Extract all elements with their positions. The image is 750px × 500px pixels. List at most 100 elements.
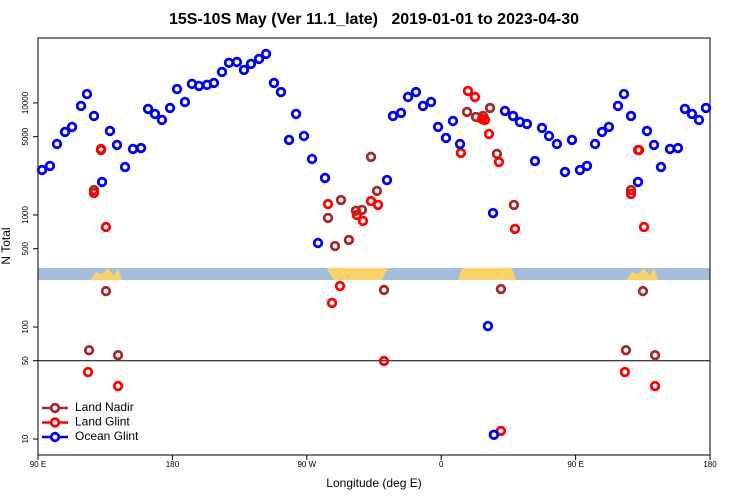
y-tick-label: 10000 [21, 91, 30, 114]
point [566, 134, 578, 146]
point [334, 280, 346, 292]
point [637, 285, 649, 297]
point [66, 121, 78, 133]
point [223, 57, 235, 69]
point [335, 194, 347, 206]
point [135, 142, 147, 154]
point [625, 184, 637, 196]
point [357, 215, 369, 227]
point [672, 142, 684, 154]
point [507, 110, 519, 122]
point [432, 121, 444, 133]
x-tick-label: 90 E [567, 460, 583, 469]
plot-frame [37, 37, 711, 456]
y-axis-label: N Total [0, 227, 13, 264]
point [536, 122, 548, 134]
point [551, 138, 563, 150]
point [326, 297, 338, 309]
point [253, 53, 265, 65]
point [319, 172, 331, 184]
point [82, 366, 94, 378]
point [83, 345, 95, 356]
point [245, 58, 257, 70]
point [641, 125, 653, 137]
point [521, 118, 533, 130]
x-tick-label: 90 W [297, 460, 316, 469]
map-strip [38, 268, 710, 280]
point [700, 102, 712, 114]
point [508, 199, 520, 211]
point [329, 240, 341, 252]
point [638, 221, 650, 233]
point [298, 130, 310, 142]
point [693, 114, 705, 126]
point [487, 207, 499, 219]
point [322, 212, 334, 224]
point [625, 110, 637, 122]
y-tick-label: 1000 [21, 206, 30, 224]
y-tick-label: 50 [21, 356, 30, 365]
point [306, 153, 318, 165]
point [88, 110, 100, 122]
point [96, 176, 108, 188]
point [171, 83, 183, 95]
point [36, 164, 48, 176]
point [95, 143, 107, 155]
point [679, 103, 691, 115]
point [127, 143, 139, 155]
point [612, 100, 624, 112]
legend-marker [49, 402, 61, 414]
point [529, 155, 541, 167]
point [260, 48, 272, 60]
x-tick-label: 180 [703, 460, 717, 469]
point [509, 223, 521, 235]
point [484, 102, 496, 114]
point [75, 100, 87, 112]
point [482, 320, 494, 332]
point [149, 108, 161, 120]
point [193, 80, 205, 92]
point [81, 88, 93, 100]
chart-title: 15S-10S May (Ver 11.1_late) 2019-01-01 t… [169, 11, 579, 28]
x-axis-label: Longitude (deg E) [326, 476, 421, 490]
y-tick-label: 10 [21, 434, 30, 443]
legend-label: Land Nadir [75, 400, 134, 414]
point [495, 283, 507, 295]
x-tick-label: 90 E [30, 460, 46, 469]
point [655, 161, 667, 173]
point [164, 102, 176, 114]
point [88, 187, 100, 199]
point [100, 285, 112, 297]
point [100, 221, 112, 233]
point [461, 106, 473, 118]
point [51, 138, 63, 150]
point [208, 77, 220, 89]
point [111, 139, 123, 151]
point [372, 199, 384, 211]
x-tick-label: 0 [439, 460, 444, 469]
point [425, 96, 437, 108]
point [648, 139, 660, 151]
point [649, 380, 661, 392]
point [469, 91, 481, 103]
legend-marker [49, 431, 61, 443]
point [499, 105, 511, 117]
legend-label: Land Glint [75, 415, 130, 429]
point [479, 114, 491, 126]
y-tick-label: 5000 [21, 127, 30, 145]
point [649, 350, 661, 361]
point [381, 174, 393, 186]
point [312, 237, 324, 249]
point [633, 144, 645, 156]
point [559, 166, 571, 178]
point [447, 115, 459, 127]
point [378, 355, 390, 367]
point [462, 85, 474, 97]
point [440, 132, 452, 144]
point [290, 108, 302, 120]
point [543, 130, 555, 142]
point [395, 107, 407, 119]
point [618, 88, 630, 100]
point [603, 121, 615, 133]
